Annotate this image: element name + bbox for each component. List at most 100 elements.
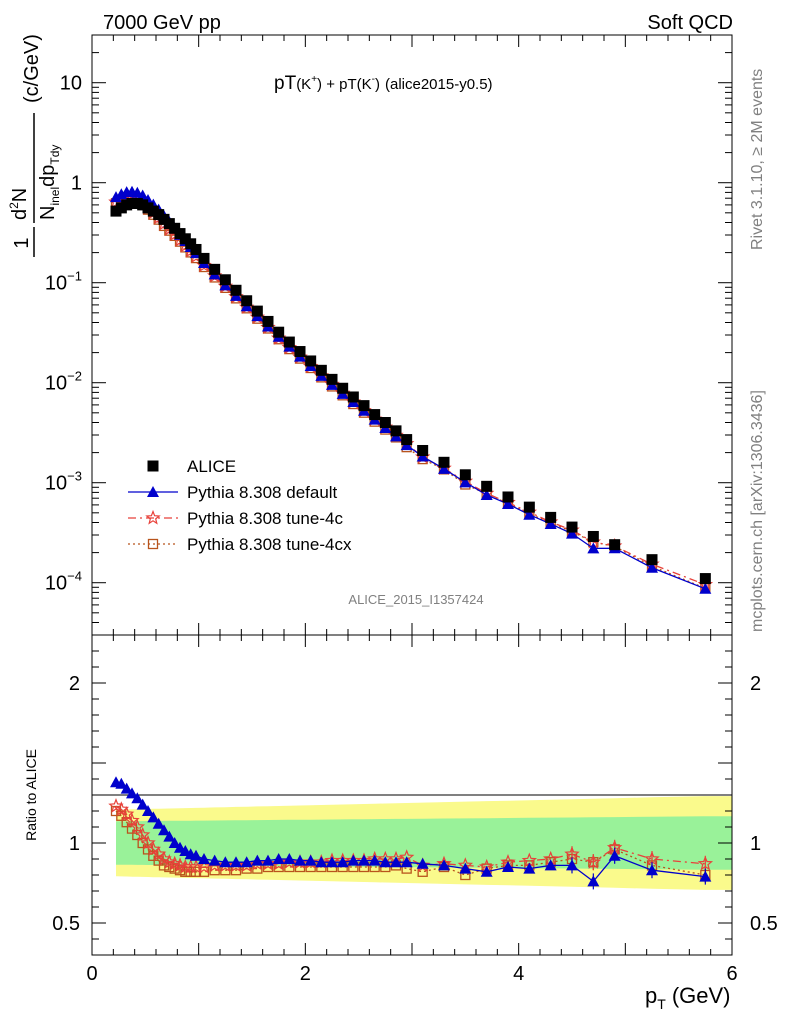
ratio-point bbox=[185, 866, 196, 877]
ratio-y-tick-label-right: 0.5 bbox=[750, 913, 778, 935]
ratio-point bbox=[115, 777, 128, 789]
ratio-point bbox=[459, 862, 472, 874]
ratio-point bbox=[158, 824, 170, 836]
data-point bbox=[609, 539, 621, 551]
ratio-point bbox=[544, 859, 557, 871]
ratio-point bbox=[147, 811, 160, 823]
ratio-point bbox=[379, 856, 392, 868]
ratio-point bbox=[400, 856, 413, 868]
x-tick-label: 6 bbox=[726, 963, 737, 985]
ratio-point bbox=[283, 853, 296, 864]
data-point bbox=[241, 295, 253, 307]
ratio-y-tick-label-right: 2 bbox=[750, 673, 761, 695]
data-point bbox=[699, 573, 711, 585]
series-layer bbox=[108, 185, 714, 890]
ratio-plot bbox=[91, 634, 733, 956]
ratio-point bbox=[238, 857, 255, 873]
ratio-y-tick-label: 2 bbox=[69, 673, 80, 695]
ratio-point bbox=[587, 875, 600, 887]
ratio-y-tick-label-right: 1 bbox=[750, 833, 761, 855]
y-tick-label: 10−1 bbox=[45, 269, 82, 295]
ratio-point bbox=[198, 853, 210, 864]
energy-label: 7000 GeV pp bbox=[103, 12, 221, 34]
ratio-point bbox=[358, 854, 370, 866]
ratio-point bbox=[134, 826, 151, 842]
ratio-point bbox=[523, 862, 536, 874]
ratio-point bbox=[502, 861, 514, 872]
main-ylabel: 1 d2N NineldpTdy (c/GeV) bbox=[7, 34, 62, 257]
data-point bbox=[401, 434, 413, 446]
series-point bbox=[459, 476, 472, 488]
series-point bbox=[438, 462, 450, 474]
ratio-point bbox=[163, 830, 176, 842]
y-tick-label: 10−2 bbox=[45, 369, 82, 395]
plot-title: pT(K+) + pT(K-) (alice2015-y0.5) bbox=[274, 73, 493, 94]
x-tick-label: 2 bbox=[300, 963, 311, 985]
data-point bbox=[369, 409, 381, 421]
data-point bbox=[347, 391, 359, 403]
series-point bbox=[136, 189, 149, 201]
data-point bbox=[305, 355, 317, 367]
ratio-point bbox=[190, 849, 202, 861]
series-alice bbox=[110, 197, 711, 585]
ratio-y-tick-label: 0.5 bbox=[52, 913, 80, 935]
ratio-point bbox=[262, 854, 274, 866]
ratio-y-tick-label: 1 bbox=[69, 833, 80, 855]
data-point bbox=[587, 530, 599, 542]
data-point bbox=[315, 364, 327, 376]
ratio-point bbox=[136, 798, 149, 810]
series-point bbox=[502, 498, 514, 510]
x-tick-label: 0 bbox=[86, 963, 97, 985]
ratio-point bbox=[585, 854, 602, 869]
data-point bbox=[198, 252, 210, 264]
data-point bbox=[283, 336, 295, 348]
rivet-label: Rivet 3.1.10, ≥ 2M events bbox=[749, 69, 766, 250]
ratio-point bbox=[120, 782, 133, 794]
data-point bbox=[459, 469, 471, 481]
data-point bbox=[566, 521, 578, 533]
legend-marker bbox=[147, 486, 159, 497]
ratio-point bbox=[251, 854, 264, 866]
xlabel: pT (GeV) bbox=[645, 983, 731, 1012]
data-point bbox=[545, 511, 557, 523]
data-point bbox=[438, 456, 450, 468]
ratio-point bbox=[699, 870, 712, 882]
data-point bbox=[523, 501, 535, 513]
data-point bbox=[209, 263, 221, 275]
series-point bbox=[523, 508, 536, 520]
legend-marker bbox=[145, 509, 161, 525]
ratio-point bbox=[304, 854, 317, 866]
data-point bbox=[417, 444, 429, 456]
ratio-point bbox=[208, 854, 221, 866]
legend-label: Pythia 8.308 tune-4cx bbox=[187, 535, 352, 554]
ratio-point bbox=[126, 787, 138, 799]
ratio-point bbox=[315, 856, 328, 868]
series-point bbox=[416, 450, 429, 462]
ratio-point bbox=[564, 846, 580, 861]
series-line-main bbox=[115, 191, 706, 590]
series-2 bbox=[108, 189, 714, 874]
ratio-point bbox=[142, 805, 154, 816]
series-point bbox=[480, 488, 493, 500]
mcplots-label: mcplots.cern.ch [arXiv:1306.3436] bbox=[749, 390, 766, 632]
ratio-point bbox=[644, 850, 660, 866]
data-point bbox=[326, 373, 338, 385]
data-point bbox=[390, 425, 402, 437]
legend-marker bbox=[147, 460, 159, 472]
data-point bbox=[294, 346, 306, 358]
series-point bbox=[699, 582, 712, 594]
ratio-point bbox=[390, 856, 402, 868]
legend-label: Pythia 8.308 default bbox=[187, 483, 338, 502]
ylabel-unit: (c/GeV) bbox=[21, 34, 43, 103]
ratio-point bbox=[168, 837, 181, 848]
data-point bbox=[646, 554, 658, 566]
ratio-point bbox=[140, 834, 156, 850]
data-point bbox=[262, 315, 274, 327]
series-point bbox=[587, 542, 600, 554]
ratio-point bbox=[294, 854, 306, 866]
analysis-watermark: ALICE_2015_I1357424 bbox=[348, 592, 483, 607]
y-tick-label: 1 bbox=[71, 173, 82, 195]
axis-ticks: 0 2 4 6 10 1 10−1 10−2 10−3 10−4 0.5 0.5 1 1 2 2 bbox=[45, 34, 778, 985]
ratio-point bbox=[438, 859, 450, 871]
data-point bbox=[230, 284, 242, 296]
